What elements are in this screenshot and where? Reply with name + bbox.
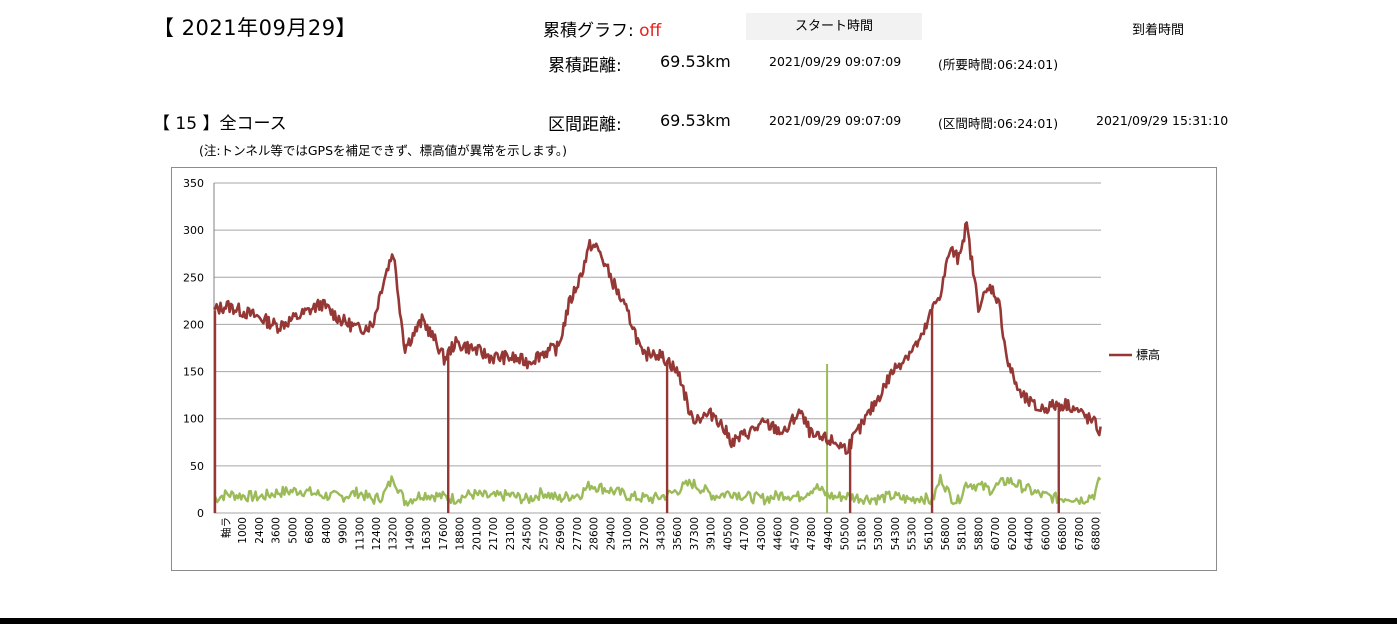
x-tick-label: 28600 bbox=[589, 517, 601, 550]
cumulative-start-time: 2021/09/29 09:07:09 bbox=[769, 54, 902, 69]
date-title: 【 2021年09月29】 bbox=[153, 16, 358, 40]
x-tick-label: 66000 bbox=[1040, 517, 1052, 550]
legend-label: 標高 bbox=[1136, 347, 1160, 362]
elevation-chart: 0 50 100 150 200 250 300 350 軸ラ 1000 2400 3600 5000 6… bbox=[171, 167, 1217, 571]
x-tick-label: 9900 bbox=[338, 517, 350, 544]
x-tick-label: 29400 bbox=[605, 517, 617, 550]
x-tick-label: 31000 bbox=[622, 517, 634, 550]
x-tick-label: 56100 bbox=[923, 517, 935, 550]
x-tick-label: 16300 bbox=[421, 517, 433, 550]
interval-end-time: 2021/09/29 15:31:10 bbox=[1096, 113, 1229, 128]
x-tick-label: 51800 bbox=[856, 517, 868, 550]
x-tick-label: 55300 bbox=[907, 517, 919, 550]
x-tick-label: 26900 bbox=[555, 517, 567, 550]
course-label: 【 15 】全コース bbox=[153, 114, 287, 134]
x-tick-label: 64400 bbox=[1024, 517, 1036, 550]
series-line-secondary bbox=[213, 473, 1102, 507]
x-tick-label: 軸ラ bbox=[219, 517, 232, 538]
series-line-elevation bbox=[213, 221, 1102, 455]
bottom-border bbox=[0, 618, 1397, 624]
x-tick-label: 2400 bbox=[254, 517, 266, 544]
x-tick-label: 58800 bbox=[973, 517, 985, 550]
x-tick-label: 14900 bbox=[404, 517, 416, 550]
x-tick-label: 47800 bbox=[806, 517, 818, 550]
cumulative-graph-label: 累積グラフ: bbox=[543, 21, 640, 41]
x-tick-label: 49400 bbox=[823, 517, 835, 550]
x-tick-label: 34300 bbox=[656, 517, 668, 550]
x-tick-label: 44600 bbox=[773, 517, 785, 550]
y-tick-label: 250 bbox=[183, 271, 204, 284]
x-tick-label: 39100 bbox=[706, 517, 718, 550]
y-tick-label: 300 bbox=[183, 224, 204, 237]
y-tick-label: 50 bbox=[190, 460, 204, 473]
x-tick-label: 67800 bbox=[1074, 517, 1086, 550]
cumulative-distance-label: 累積距離: bbox=[548, 56, 622, 76]
x-tick-label: 27700 bbox=[572, 517, 584, 550]
x-tick-label: 50500 bbox=[840, 517, 852, 550]
y-tick-label: 100 bbox=[183, 413, 204, 426]
x-tick-label: 41700 bbox=[739, 517, 751, 550]
x-tick-label: 35600 bbox=[672, 517, 684, 550]
x-tick-label: 1000 bbox=[237, 517, 249, 544]
tunnel-note: (注:トンネル等ではGPSを補足できず、標高値が異常を示します。) bbox=[199, 143, 567, 158]
x-tick-label: 25700 bbox=[538, 517, 550, 550]
x-tick-label: 60700 bbox=[990, 517, 1002, 550]
x-tick-label: 54300 bbox=[890, 517, 902, 550]
x-tick-label: 13200 bbox=[388, 517, 400, 550]
x-tick-label: 3600 bbox=[271, 517, 283, 544]
y-tick-label: 0 bbox=[197, 507, 204, 520]
interval-time: (区間時間:06:24:01) bbox=[938, 116, 1059, 131]
cumulative-graph-toggle[interactable]: 累積グラフ: off bbox=[543, 16, 661, 41]
x-tick-label: 58100 bbox=[957, 517, 969, 550]
x-tick-label: 5000 bbox=[287, 517, 299, 544]
cumulative-graph-value[interactable]: off bbox=[639, 21, 662, 41]
interval-distance-label: 区間距離: bbox=[548, 115, 622, 135]
x-tick-label: 12400 bbox=[371, 517, 383, 550]
x-tick-label: 24500 bbox=[522, 517, 534, 550]
x-tick-label: 20100 bbox=[471, 517, 483, 550]
x-tick-label: 23100 bbox=[505, 517, 517, 550]
x-tick-label: 21700 bbox=[488, 517, 500, 550]
x-tick-label: 56800 bbox=[940, 517, 952, 550]
start-time-button[interactable]: スタート時間 bbox=[746, 13, 922, 40]
x-tick-label: 37300 bbox=[689, 517, 701, 550]
x-tick-label: 68800 bbox=[1091, 517, 1103, 550]
x-tick-label: 18800 bbox=[455, 517, 467, 550]
x-tick-label: 40500 bbox=[722, 517, 734, 550]
x-tick-label: 6800 bbox=[304, 517, 316, 544]
cumulative-distance-value: 69.53km bbox=[660, 52, 731, 71]
x-tick-label: 11300 bbox=[354, 517, 366, 550]
y-tick-label: 150 bbox=[183, 366, 204, 379]
arrival-time-label[interactable]: 到着時間 bbox=[1132, 23, 1185, 38]
y-tick-label: 200 bbox=[183, 318, 204, 331]
x-tick-label: 66800 bbox=[1057, 517, 1069, 550]
interval-start-time: 2021/09/29 09:07:09 bbox=[769, 113, 902, 128]
chart-svg: 0 50 100 150 200 250 300 350 軸ラ 1000 2400 3600 5000 6… bbox=[183, 177, 1160, 550]
x-tick-label: 45700 bbox=[789, 517, 801, 550]
interval-distance-value: 69.53km bbox=[660, 111, 731, 130]
required-time: (所要時間:06:24:01) bbox=[938, 57, 1059, 72]
y-tick-label: 350 bbox=[183, 177, 204, 190]
x-tick-label: 17600 bbox=[438, 517, 450, 550]
x-tick-label: 8400 bbox=[321, 517, 333, 544]
x-tick-label: 32700 bbox=[639, 517, 651, 550]
x-tick-label: 43000 bbox=[756, 517, 768, 550]
x-tick-label: 53000 bbox=[873, 517, 885, 550]
x-tick-label: 62000 bbox=[1007, 517, 1019, 550]
